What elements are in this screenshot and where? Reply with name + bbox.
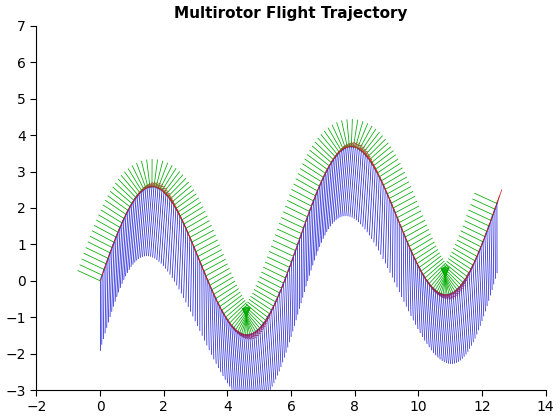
Title: Multirotor Flight Trajectory: Multirotor Flight Trajectory xyxy=(174,5,408,21)
